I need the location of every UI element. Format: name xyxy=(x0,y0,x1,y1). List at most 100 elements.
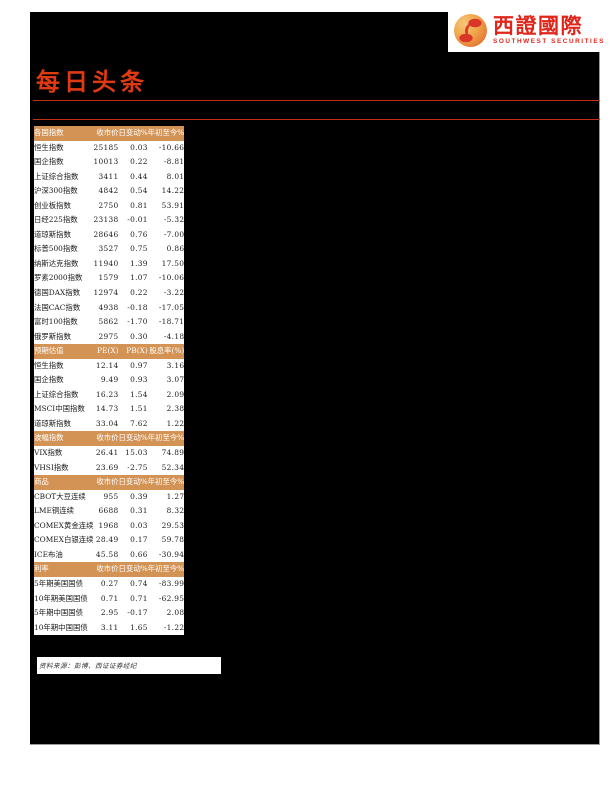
row-value: 10013 xyxy=(93,155,119,170)
row-value: 15.03 xyxy=(118,446,148,461)
row-value: 2.38 xyxy=(147,402,185,417)
table-row: 10年期美国国债 0.71 0.71 -62.95 xyxy=(34,591,185,607)
table-row: 富时100指数 5862 -1.70 -18.71 xyxy=(34,315,185,330)
page-title: 每日头条 xyxy=(36,67,148,96)
company-logo: 西證國際 SOUTHWEST SECURITIES xyxy=(448,8,609,52)
section-title: 波幅指数 xyxy=(34,431,94,447)
table-row: 沪深300指数 4842 0.54 14.22 xyxy=(34,184,185,199)
row-value: 7.62 xyxy=(118,416,148,432)
row-value: 1.54 xyxy=(118,387,148,403)
row-value: 2.09 xyxy=(147,387,185,403)
table-row: 俄罗斯指数 2975 0.30 -4.18 xyxy=(34,329,185,345)
row-value: 9.49 xyxy=(93,373,119,388)
row-label: 10年期美国国债 xyxy=(34,591,94,607)
row-label: 道琼斯指数 xyxy=(34,227,94,243)
table-row: 法国CAC指数 4938 -0.18 -17.05 xyxy=(34,300,185,316)
row-label: COMEX黄金连续 xyxy=(34,518,94,534)
row-value: 28.49 xyxy=(93,533,119,548)
row-value: 11940 xyxy=(93,256,119,272)
table-row: COMEX黄金连续 1968 0.03 29.53 xyxy=(34,518,185,534)
row-value: 23.69 xyxy=(93,460,119,476)
row-value: 16.23 xyxy=(93,387,119,403)
column-header: PE(X) xyxy=(93,344,119,359)
row-value: 25185 xyxy=(93,140,119,156)
row-value: 0.81 xyxy=(118,198,148,214)
row-value: -2.75 xyxy=(118,460,148,476)
column-header: 日变动% xyxy=(118,126,148,141)
row-value: -1.70 xyxy=(118,315,148,330)
row-label: 国企指数 xyxy=(34,155,94,170)
row-value: 1.22 xyxy=(147,416,185,432)
table-row: 恒生指数 25185 0.03 -10.66 xyxy=(34,140,185,156)
row-value: 45.58 xyxy=(93,547,119,563)
row-value: 1.07 xyxy=(118,271,148,287)
row-label: 道琼斯指数 xyxy=(34,416,94,432)
row-value: 0.76 xyxy=(118,227,148,243)
logo-english-name: SOUTHWEST SECURITIES xyxy=(493,37,605,45)
table-section-header: 波幅指数 收市价 日变动% 年初至今% xyxy=(34,431,185,447)
row-label: VHSI指数 xyxy=(34,460,94,476)
logo-chinese-name: 西證國際 xyxy=(493,12,584,38)
row-value: 0.44 xyxy=(118,169,148,185)
column-header: 日变动% xyxy=(118,475,148,490)
row-value: 0.22 xyxy=(118,155,148,170)
table-row: VIX指数 26.41 15.03 74.89 xyxy=(34,446,185,461)
row-label: 恒生指数 xyxy=(34,140,94,156)
row-value: 1.39 xyxy=(118,256,148,272)
row-value: 0.97 xyxy=(118,358,148,374)
section-title: 预期估值 xyxy=(34,344,94,359)
row-label: 5年期美国国债 xyxy=(34,576,94,592)
row-label: 5年期中国国债 xyxy=(34,606,94,621)
row-label: CBOT大豆连续 xyxy=(34,489,94,505)
row-value: 0.75 xyxy=(118,242,148,257)
title-divider-bottom xyxy=(33,119,600,120)
row-value: -7.00 xyxy=(147,227,185,243)
table-row: MSCI中国指数 14.73 1.51 2.38 xyxy=(34,402,185,417)
logo-text: 西證國際 SOUTHWEST SECURITIES xyxy=(493,15,605,45)
row-value: -0.01 xyxy=(118,213,148,228)
table-row: 创业板指数 2750 0.81 53.91 xyxy=(34,198,185,214)
row-value: 1968 xyxy=(93,518,119,534)
table-row: COMEX白银连续 28.49 0.17 59.78 xyxy=(34,533,185,548)
row-value: 3411 xyxy=(93,169,119,185)
row-value: 5862 xyxy=(93,315,119,330)
row-value: -3.22 xyxy=(147,286,185,301)
source-note: 资料来源：彭博、西证证券经纪 xyxy=(37,657,221,674)
row-value: 0.22 xyxy=(118,286,148,301)
row-value: 3.16 xyxy=(147,358,185,374)
row-label: 国企指数 xyxy=(34,373,94,388)
table-row: 国企指数 9.49 0.93 3.07 xyxy=(34,373,185,388)
row-label: COMEX白银连续 xyxy=(34,533,94,548)
row-value: 23138 xyxy=(93,213,119,228)
column-header: 年初至今% xyxy=(147,431,185,447)
row-value: -17.05 xyxy=(147,300,185,316)
southwest-securities-circle-mark-icon xyxy=(454,13,488,47)
row-value: -10.66 xyxy=(147,140,185,156)
row-value: 59.78 xyxy=(147,533,185,548)
market-data-table: 各国指数 收市价 日变动% 年初至今% 恒生指数 25185 0.03 -10.66 国企指数 1… xyxy=(34,126,185,636)
row-label: 法国CAC指数 xyxy=(34,300,94,316)
row-value: 0.71 xyxy=(118,591,148,607)
row-value: 12974 xyxy=(93,286,119,301)
row-value: 0.17 xyxy=(118,533,148,548)
row-value: 14.22 xyxy=(147,184,185,199)
row-label: 上证综合指数 xyxy=(34,387,94,403)
table-row: LME铜连续 6688 0.31 8.32 xyxy=(34,504,185,519)
column-header: 年初至今% xyxy=(147,126,185,141)
row-value: -5.32 xyxy=(147,213,185,228)
table-row: 德国DAX指数 12974 0.22 -3.22 xyxy=(34,286,185,301)
row-value: 0.39 xyxy=(118,489,148,505)
row-value: 0.03 xyxy=(118,518,148,534)
row-value: 0.66 xyxy=(118,547,148,563)
row-label: 沪深300指数 xyxy=(34,184,94,199)
row-label: 德国DAX指数 xyxy=(34,286,94,301)
row-value: 17.50 xyxy=(147,256,185,272)
row-value: 8.32 xyxy=(147,504,185,519)
table-row: 道琼斯指数 33.04 7.62 1.22 xyxy=(34,416,185,432)
table-row: 5年期美国国债 0.27 0.74 -83.99 xyxy=(34,576,185,592)
row-value: 0.86 xyxy=(147,242,185,257)
row-value: -62.95 xyxy=(147,591,185,607)
table-row: 上证综合指数 16.23 1.54 2.09 xyxy=(34,387,185,403)
row-value: -0.18 xyxy=(118,300,148,316)
row-value: 0.54 xyxy=(118,184,148,199)
